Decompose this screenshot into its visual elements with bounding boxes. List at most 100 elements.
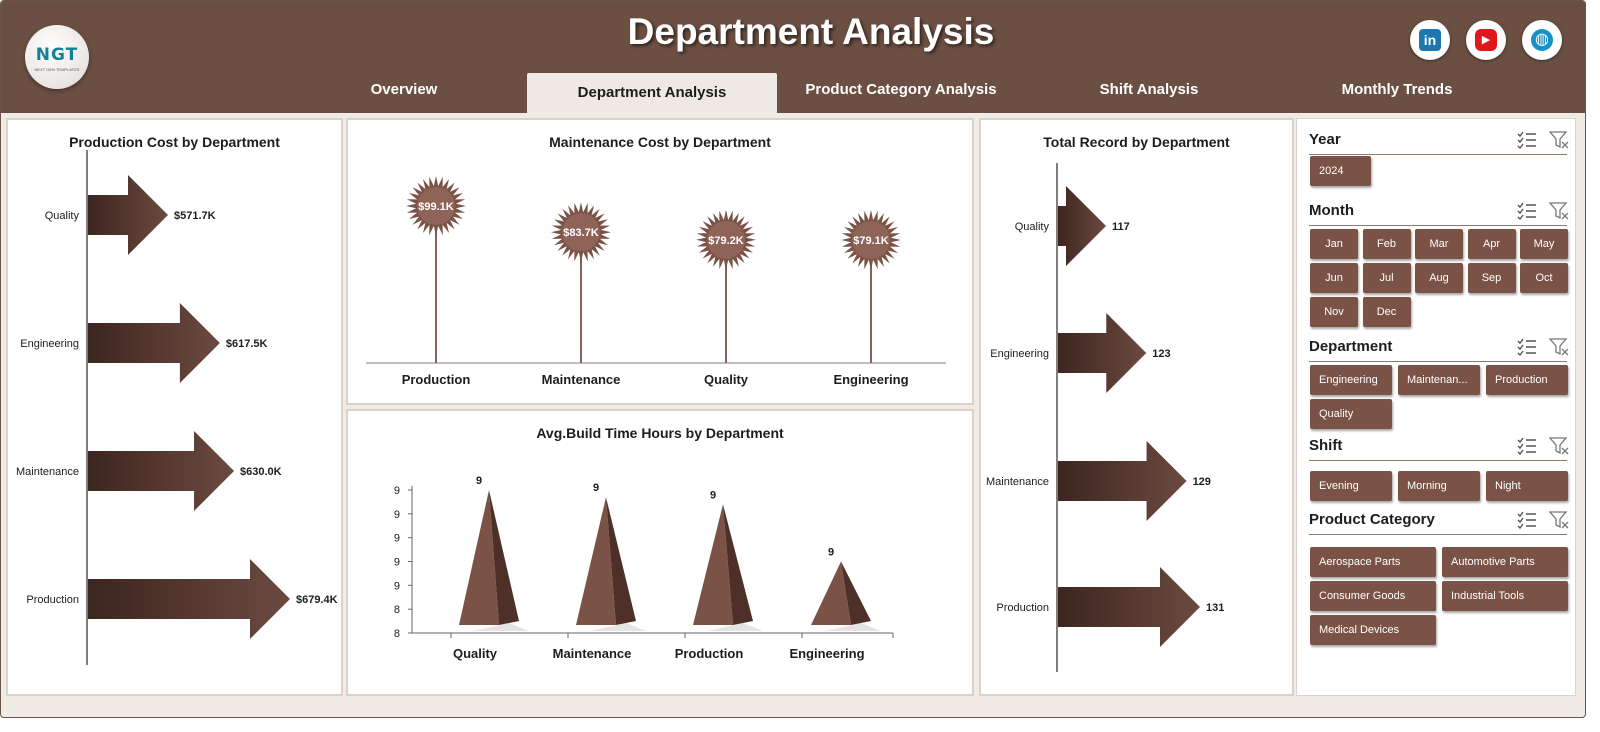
slicer-chip-month[interactable]: Jul [1362,263,1411,293]
youtube-icon: ▶ [1475,29,1497,51]
category-label: Quality [704,372,749,387]
multi-select-icon[interactable] [1517,437,1537,455]
slicer-chip[interactable]: 2024 [1310,156,1371,186]
slicer-chip-month[interactable]: Dec [1362,297,1411,327]
multi-select-icon[interactable] [1517,511,1537,529]
build-time-chart: 8 8 9 9 9 9 9 9 Quality 9 Maintenance 9 Production 9 E… [394,475,894,661]
slicer-chip-month[interactable]: Aug [1415,263,1463,293]
maintenance-cost-panel: Maintenance Cost by Department $99.1K Pro… [346,118,974,405]
tab-overview[interactable]: Overview [370,81,438,98]
tab-monthly-trends[interactable]: Monthly Trends [1341,81,1453,98]
bar-arrow [1058,313,1147,393]
dashboard-window: NGT NEXT GEN TEMPLATES Department Analys… [0,0,1586,718]
slicer-chip[interactable]: Automotive Parts [1442,547,1568,577]
slicer-chip-month[interactable]: Jun [1310,263,1358,293]
slicer-year-header: Year [1309,125,1569,155]
lollipop-marker-core [707,220,745,259]
slicer-shift-label: Shift [1309,437,1343,454]
slicer-chip-month[interactable]: May [1520,229,1568,259]
linkedin-icon: in [1419,29,1441,51]
slicer-chip-month[interactable]: Jan [1310,229,1358,259]
multi-select-icon[interactable] [1517,202,1537,220]
pyramid-bar-side [606,497,636,625]
youtube-button[interactable]: ▶ [1466,20,1506,60]
multi-select-icon[interactable] [1517,131,1537,149]
clear-filter-icon[interactable] [1549,511,1569,529]
tab-department-analysis[interactable]: Department Analysis [527,73,777,113]
data-label: 9 [710,489,716,501]
production-cost-panel: Production Cost by Department Quality $57… [6,118,343,696]
slicer-chip[interactable]: Quality [1310,399,1392,429]
data-label: 9 [476,475,482,487]
maintenance-cost-chart: $99.1K Production $83.7K Maintenance $79.2K Q… [366,176,946,387]
data-label: $99.1K [418,201,454,213]
slicer-year-label: Year [1309,131,1341,148]
tab-product-category-analysis[interactable]: Product Category Analysis [805,81,997,98]
linkedin-button[interactable]: in [1410,20,1450,60]
slicer-chip[interactable]: Engineering [1310,365,1392,395]
multi-select-icon[interactable] [1517,338,1537,356]
data-label: $617.5K [226,338,268,350]
slicer-chip-month[interactable]: Mar [1415,229,1463,259]
slicer-chip[interactable]: Morning [1398,471,1480,501]
y-tick-label: 8 [394,628,400,640]
pyramid-bar-side [489,490,519,625]
slicer-chip-month[interactable]: Apr [1467,229,1516,259]
slicer-chip[interactable]: Maintenan... [1398,365,1480,395]
data-label: 9 [593,482,599,494]
category-label: Production [675,646,744,661]
category-label: Quality [1015,221,1050,233]
lollipop-marker-core [562,213,600,252]
slicer-chip[interactable]: Medical Devices [1310,615,1436,645]
slicer-chip-month[interactable]: Feb [1362,229,1411,259]
slicer-department-header: Department [1309,332,1569,362]
page-title: Department Analysis [627,11,995,52]
pyramid-bar-side [841,561,871,625]
total-record-panel: Total Record by Department Quality 117 Eng… [979,118,1294,696]
bar-arrow [1058,186,1106,266]
clear-filter-icon[interactable] [1549,131,1569,149]
slicer-chip-month[interactable]: Sep [1467,263,1516,293]
slicer-chip-month[interactable]: Nov [1310,297,1358,327]
pyramid-bar [693,504,733,625]
slicer-chip[interactable]: Aerospace Parts [1310,547,1436,577]
slicer-chip[interactable]: Consumer Goods [1310,581,1436,611]
build-time-title: Avg.Build Time Hours by Department [536,425,784,441]
slicer-chip-month[interactable]: Oct [1520,263,1568,293]
category-label: Engineering [833,372,908,387]
clear-filter-icon[interactable] [1549,437,1569,455]
data-label: $79.1K [853,235,889,247]
data-label: $630.0K [240,466,282,478]
slicer-month-header: Month [1309,196,1569,226]
slicer-chip[interactable]: Industrial Tools [1442,581,1568,611]
y-tick-label: 9 [394,533,400,545]
y-tick-label: 8 [394,604,400,616]
category-label: Quality [45,210,80,222]
pyramid-shadow [590,623,646,631]
bar-arrow [88,431,235,511]
data-label: $79.2K [708,235,744,247]
data-label: 129 [1193,476,1211,488]
data-label: 9 [828,547,834,559]
slicer-chip[interactable]: Evening [1310,471,1392,501]
y-tick-label: 9 [394,485,400,497]
clear-filter-icon[interactable] [1549,338,1569,356]
slicer-chip[interactable]: Night [1486,471,1568,501]
globe-icon: ◍ [1531,29,1553,51]
clear-filter-icon[interactable] [1549,202,1569,220]
tab-shift-analysis[interactable]: Shift Analysis [1099,81,1199,98]
pyramid-shadow [707,623,763,631]
slicer-chip[interactable]: Production [1486,365,1568,395]
category-label: Quality [453,646,498,661]
maintenance-cost-title: Maintenance Cost by Department [549,134,771,150]
category-label: Maintenance [16,466,79,478]
category-label: Engineering [990,348,1049,360]
data-label: 123 [1152,348,1170,360]
slicer-shift-header: Shift [1309,431,1569,461]
website-button[interactable]: ◍ [1522,20,1562,60]
slicer-month-label: Month [1309,202,1354,219]
category-label: Production [26,594,79,606]
category-label: Production [402,372,471,387]
data-label: $679.4K [296,594,338,606]
logo-subtext: NEXT GEN TEMPLATES [34,67,80,72]
